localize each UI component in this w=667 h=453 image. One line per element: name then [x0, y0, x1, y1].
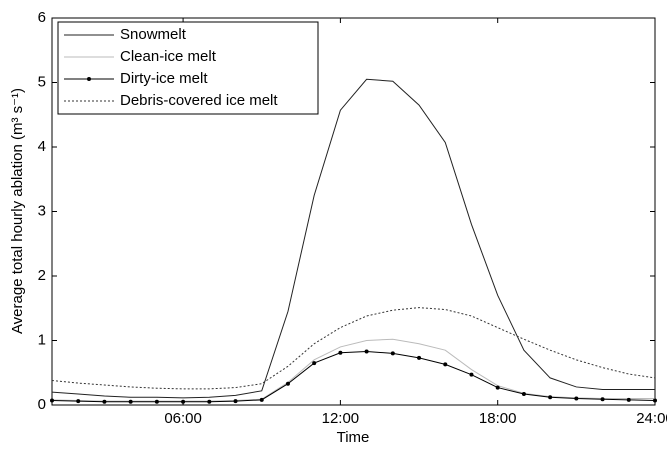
- data-point: [233, 399, 238, 404]
- y-tick-label: 6: [38, 9, 46, 26]
- data-point: [600, 397, 605, 402]
- y-tick-label: 0: [38, 396, 46, 413]
- x-tick-label: 18:00: [479, 410, 517, 427]
- y-tick-label: 1: [38, 331, 46, 348]
- data-point: [181, 399, 186, 404]
- data-point: [50, 398, 54, 403]
- legend-box: [57, 21, 319, 115]
- series-line: [51, 78, 655, 399]
- y-tick-label: 2: [38, 267, 46, 284]
- legend-label: Debris-covered ice melt: [120, 92, 278, 109]
- x-tick-label: 12:00: [322, 410, 360, 427]
- data-point: [390, 351, 395, 356]
- x-axis-label: Time: [337, 429, 370, 446]
- data-point: [154, 399, 159, 404]
- data-point: [338, 350, 343, 355]
- series-line: [51, 338, 655, 402]
- x-tick-label: 24:00: [636, 410, 667, 427]
- data-point: [364, 349, 369, 354]
- data-point: [521, 392, 526, 397]
- data-point: [653, 398, 657, 403]
- data-point: [312, 361, 317, 366]
- series-line: [51, 350, 656, 403]
- data-point: [207, 399, 212, 404]
- data-point: [548, 395, 553, 400]
- data-point: [128, 399, 133, 404]
- legend-label: Clean-ice melt: [120, 48, 217, 65]
- data-point: [495, 385, 500, 390]
- x-tick-label: 06:00: [164, 410, 202, 427]
- y-axis-label: Average total hourly ablation (m³ s⁻¹): [9, 88, 26, 334]
- data-point: [102, 399, 107, 404]
- data-point: [469, 372, 474, 377]
- data-point: [417, 355, 422, 360]
- legend-marker: [87, 77, 91, 81]
- legend-label: Dirty-ice melt: [120, 70, 208, 87]
- series-line: [51, 307, 656, 390]
- data-point: [76, 399, 81, 404]
- legend-label: Snowmelt: [120, 26, 187, 43]
- data-point: [285, 381, 290, 386]
- data-point: [574, 396, 579, 401]
- y-tick-label: 3: [38, 202, 46, 219]
- y-tick-label: 5: [38, 73, 46, 90]
- data-point: [443, 362, 448, 367]
- y-tick-label: 4: [38, 138, 46, 155]
- data-point: [626, 397, 631, 402]
- data-point: [259, 397, 264, 402]
